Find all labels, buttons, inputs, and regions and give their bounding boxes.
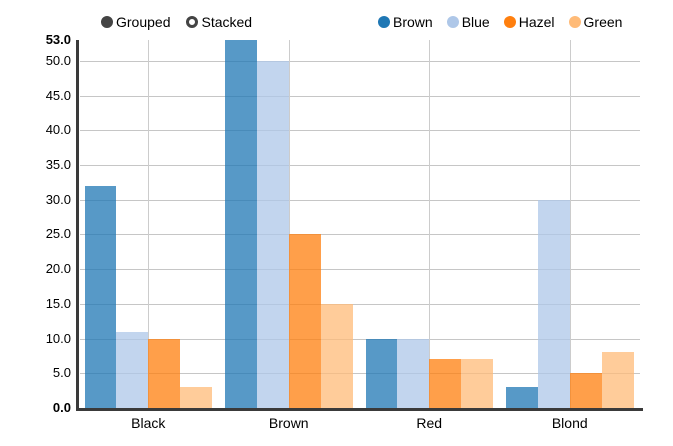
y-axis-tick-label: 0.0 xyxy=(52,400,71,415)
x-axis-label-blond: Blond xyxy=(551,415,588,431)
legend-item-brown[interactable]: Brown xyxy=(378,15,433,29)
y-axis-tick-label: 50.0 xyxy=(45,53,71,68)
y-axis-tick-label: 20.0 xyxy=(45,261,71,276)
bar-blond-brown[interactable] xyxy=(506,387,538,408)
chart-mode-controls: Grouped Stacked xyxy=(101,15,252,29)
y-axis-tick-label: 10.0 xyxy=(45,331,71,346)
gridline-y xyxy=(80,304,640,305)
bar-red-green[interactable] xyxy=(461,359,493,408)
radio-hollow-icon xyxy=(186,16,199,28)
gridline-y xyxy=(80,234,640,235)
gridline-y xyxy=(80,130,640,131)
gridline-x xyxy=(148,40,149,408)
legend-label-green: Green xyxy=(583,14,623,30)
legend-item-blue[interactable]: Blue xyxy=(446,14,490,30)
y-axis-tick-label: 45.0 xyxy=(45,88,71,103)
legend-swatch-hazel-icon xyxy=(503,16,516,28)
gridline-y xyxy=(80,96,640,97)
y-axis-line xyxy=(76,40,79,411)
legend-item-hazel[interactable]: Hazel xyxy=(503,14,555,30)
gridline-y xyxy=(80,373,640,374)
x-axis-label-black: Black xyxy=(131,415,166,431)
legend-label-hazel: Hazel xyxy=(518,14,555,30)
y-axis-tick-label: 30.0 xyxy=(45,192,71,207)
legend-label-blue: Blue xyxy=(461,14,490,30)
gridline-y xyxy=(80,200,640,201)
legend-swatch-blue-icon xyxy=(446,16,459,28)
control-grouped-label: Grouped xyxy=(116,14,171,30)
legend-label-brown: Brown xyxy=(393,14,433,30)
bar-black-brown[interactable] xyxy=(84,185,117,408)
y-axis-tick-label: 25.0 xyxy=(45,226,71,241)
y-axis-tick-label: 40.0 xyxy=(45,122,71,137)
x-axis-label-red: Red xyxy=(416,415,443,431)
x-axis-label-brown: Brown xyxy=(268,415,309,431)
bar-blond-hazel[interactable] xyxy=(569,373,602,408)
control-stacked[interactable]: Stacked xyxy=(186,15,252,29)
bar-blond-blue[interactable] xyxy=(537,199,570,408)
bar-brown-brown[interactable] xyxy=(225,40,257,408)
radio-filled-icon xyxy=(101,16,113,28)
y-axis-tick-label: 15.0 xyxy=(45,296,71,311)
bar-black-green[interactable] xyxy=(180,387,212,408)
series-legend: Brown Blue Hazel Green xyxy=(378,15,622,29)
y-axis-tick-label: 53.0 xyxy=(45,32,71,47)
gridline-y xyxy=(80,165,640,166)
gridline-x xyxy=(429,40,430,408)
bar-blond-green[interactable] xyxy=(601,352,634,408)
bar-red-blue[interactable] xyxy=(397,338,430,408)
legend-item-green[interactable]: Green xyxy=(568,14,623,30)
control-grouped[interactable]: Grouped xyxy=(101,15,170,29)
bar-black-hazel[interactable] xyxy=(148,338,181,408)
gridline-y xyxy=(80,269,640,270)
control-stacked-label: Stacked xyxy=(201,14,253,30)
x-axis-line xyxy=(76,408,643,411)
gridline-y xyxy=(80,339,640,340)
bar-red-hazel[interactable] xyxy=(429,359,462,408)
legend-swatch-green-icon xyxy=(568,16,581,28)
y-axis-tick-label: 5.0 xyxy=(52,365,71,380)
bar-brown-green[interactable] xyxy=(320,303,353,408)
gridline-x xyxy=(570,40,571,408)
gridline-y xyxy=(80,61,640,62)
bar-red-brown[interactable] xyxy=(365,338,398,408)
bar-black-blue[interactable] xyxy=(116,331,149,408)
bar-brown-hazel[interactable] xyxy=(288,234,321,408)
legend-swatch-brown-icon xyxy=(378,16,390,28)
y-axis-tick-label: 35.0 xyxy=(45,157,71,172)
gridline-x xyxy=(289,40,290,408)
bar-brown-blue[interactable] xyxy=(256,60,289,408)
